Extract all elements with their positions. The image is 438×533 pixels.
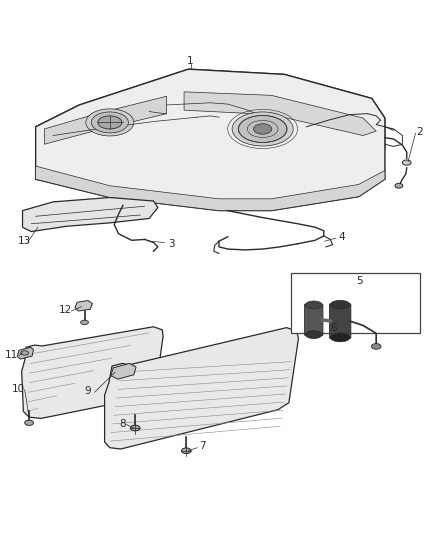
Text: 10: 10 — [12, 384, 25, 394]
Bar — [291, 272, 420, 333]
Text: 11: 11 — [5, 350, 18, 360]
FancyBboxPatch shape — [304, 304, 323, 335]
Text: 13: 13 — [18, 236, 32, 246]
Polygon shape — [111, 364, 136, 379]
Ellipse shape — [403, 160, 411, 165]
Text: 8: 8 — [119, 419, 125, 429]
Polygon shape — [44, 96, 166, 144]
Ellipse shape — [330, 300, 350, 309]
Polygon shape — [17, 348, 33, 359]
Ellipse shape — [232, 112, 293, 146]
Ellipse shape — [305, 301, 322, 309]
Text: 12: 12 — [59, 305, 72, 315]
Text: 5: 5 — [356, 276, 363, 286]
Text: 6: 6 — [330, 322, 337, 333]
Ellipse shape — [86, 109, 134, 136]
Polygon shape — [35, 153, 385, 207]
Polygon shape — [22, 198, 158, 231]
Polygon shape — [184, 92, 376, 135]
Ellipse shape — [305, 330, 322, 338]
Ellipse shape — [238, 116, 287, 142]
Ellipse shape — [81, 320, 88, 325]
Polygon shape — [105, 328, 298, 449]
Polygon shape — [21, 327, 163, 418]
Ellipse shape — [91, 112, 128, 133]
Ellipse shape — [98, 116, 122, 129]
Polygon shape — [35, 166, 385, 211]
Ellipse shape — [330, 333, 350, 342]
Ellipse shape — [21, 351, 28, 355]
Ellipse shape — [395, 183, 403, 188]
Text: 1: 1 — [187, 56, 194, 66]
Text: 3: 3 — [168, 239, 174, 249]
Ellipse shape — [181, 448, 191, 454]
Text: 7: 7 — [199, 441, 206, 451]
Text: 9: 9 — [85, 386, 92, 396]
Text: 2: 2 — [417, 127, 423, 137]
Ellipse shape — [371, 344, 381, 349]
Polygon shape — [35, 69, 385, 211]
Ellipse shape — [254, 124, 272, 134]
Polygon shape — [75, 301, 92, 311]
FancyBboxPatch shape — [329, 304, 351, 338]
Text: 4: 4 — [338, 232, 345, 242]
Ellipse shape — [25, 420, 33, 425]
Ellipse shape — [131, 425, 140, 431]
Polygon shape — [35, 69, 385, 184]
